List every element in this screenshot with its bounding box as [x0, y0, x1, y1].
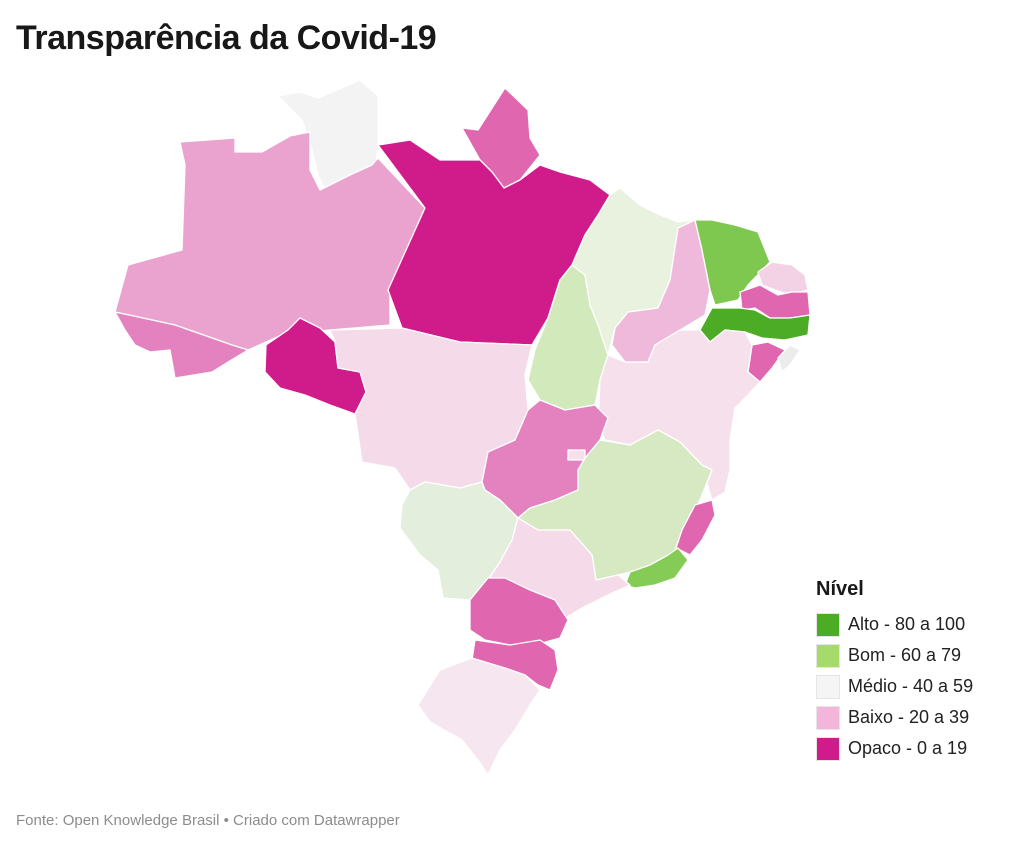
state-am[interactable]: [114, 131, 426, 351]
state-ce[interactable]: [694, 219, 771, 306]
legend-item-alto: Alto - 80 a 100: [816, 609, 973, 640]
state-se[interactable]: [777, 344, 801, 373]
legend-swatch: [816, 674, 840, 699]
page-title: Transparência da Covid-19: [16, 19, 437, 57]
legend-item-medio: Médio - 40 a 59: [816, 671, 973, 702]
legend-label: Opaco - 0 a 19: [848, 738, 968, 758]
legend-label: Médio - 40 a 59: [848, 676, 974, 696]
legend: Nível Alto - 80 a 100 Bom - 60 a 79 Médi…: [816, 578, 973, 764]
state-sp[interactable]: [487, 517, 631, 619]
legend-swatch: [816, 643, 840, 668]
legend-label: Bom - 60 a 79: [848, 645, 962, 665]
state-rn[interactable]: [757, 261, 809, 296]
source-note: Fonte: Open Knowledge Brasil • Criado co…: [16, 812, 400, 829]
legend-swatch: [816, 612, 840, 637]
legend-item-opaco: Opaco - 0 a 19: [816, 733, 973, 764]
legend-swatch: [816, 736, 840, 761]
legend-item-bom: Bom - 60 a 79: [816, 640, 973, 671]
legend-item-baixo: Baixo - 20 a 39: [816, 702, 973, 733]
state-pr[interactable]: [469, 577, 569, 646]
state-es[interactable]: [675, 499, 716, 556]
legend-label: Baixo - 20 a 39: [848, 707, 970, 727]
legend-label: Alto - 80 a 100: [848, 614, 966, 634]
state-rs[interactable]: [417, 657, 541, 776]
state-ac[interactable]: [114, 311, 249, 379]
legend-title: Nível: [816, 578, 864, 600]
state-df[interactable]: [567, 449, 586, 461]
legend-swatch: [816, 705, 840, 730]
state-rj[interactable]: [624, 547, 689, 589]
